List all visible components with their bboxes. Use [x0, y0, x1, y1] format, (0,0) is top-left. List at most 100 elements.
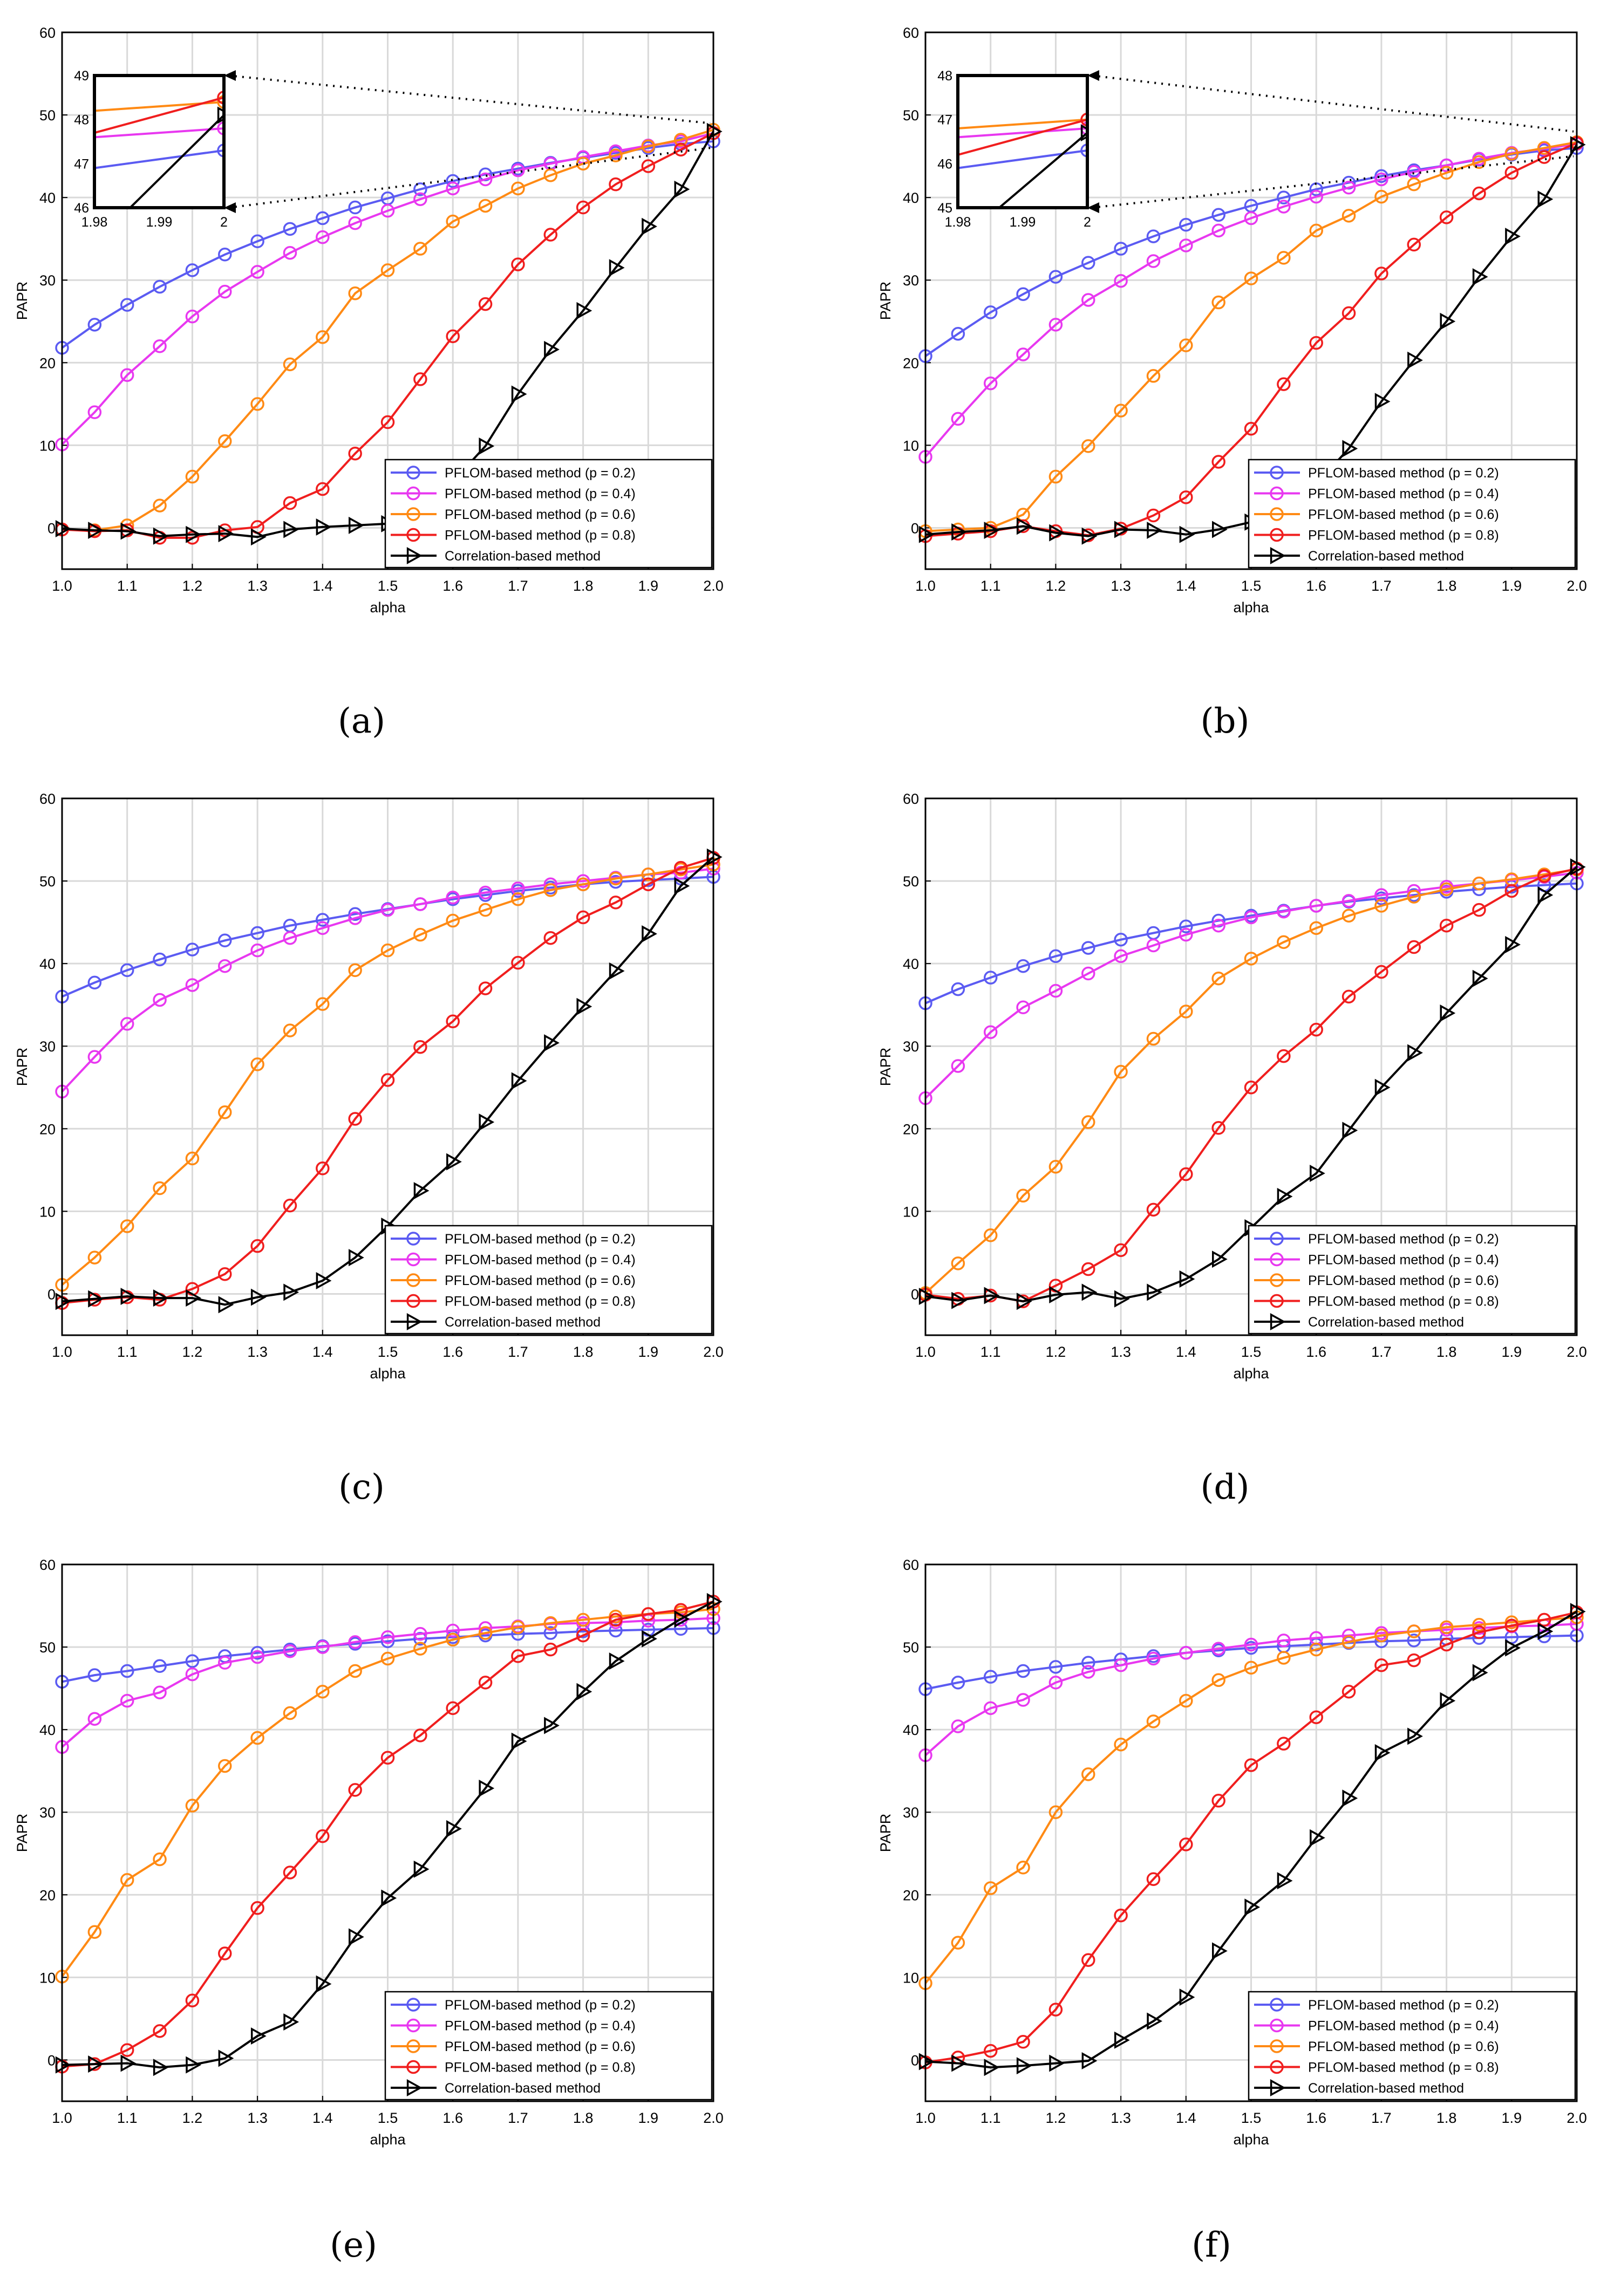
data-point-p08 [1504, 884, 1519, 898]
x-tick-label: 1.9 [638, 578, 659, 594]
inset-y-tick-label: 48 [74, 113, 89, 128]
data-point-p02 [1016, 959, 1030, 973]
data-point-p06 [1211, 971, 1225, 986]
x-tick-label: 1.2 [182, 1344, 203, 1360]
legend: PFLOM-based method (p = 0.2) PFLOM-based … [1248, 1991, 1576, 2101]
data-point-p08 [1439, 1637, 1454, 1652]
legend-label-p04: PFLOM-based method (p = 0.4) [445, 2019, 636, 2034]
data-point-p04 [951, 412, 965, 426]
data-point-p06 [87, 1925, 102, 1939]
data-point-corr [1374, 1078, 1391, 1096]
inset-point-p04 [217, 121, 224, 135]
inset-line-corr [128, 114, 224, 208]
data-point-p08 [1472, 186, 1486, 201]
data-point-p04 [250, 265, 264, 279]
series-line-p02 [62, 1627, 714, 1683]
data-point-corr [576, 997, 593, 1015]
series-line-p06 [925, 141, 1577, 532]
data-point-corr [1342, 1789, 1358, 1807]
data-point-p04 [316, 921, 330, 935]
data-point-p06 [576, 877, 590, 891]
x-tick-label: 1.1 [980, 578, 1001, 594]
data-point-corr [479, 1113, 495, 1131]
legend-marker-p06 [1270, 2039, 1284, 2053]
data-point-p04 [250, 1650, 264, 1664]
data-point-corr [250, 2027, 267, 2045]
data-point-corr [1212, 1250, 1228, 1268]
data-point-p06 [1016, 1861, 1030, 1875]
data-point-p02 [983, 1670, 998, 1684]
y-tick-label: 40 [39, 190, 56, 206]
data-point-p08 [1048, 2003, 1063, 2017]
plot-frame [924, 1563, 1578, 2102]
data-point-corr [576, 1683, 593, 1700]
data-point-p06 [641, 867, 656, 882]
inset-area [958, 76, 1087, 208]
data-point-p04 [380, 203, 395, 218]
y-tick-label: 20 [39, 1887, 56, 1903]
inset-line-p08 [958, 118, 1087, 156]
data-point-corr [951, 523, 967, 541]
y-tick-label: 60 [903, 1557, 919, 1573]
series-line-corr [62, 1601, 714, 2069]
data-point-p06 [1081, 1115, 1095, 1129]
x-tick-label: 1.7 [508, 2110, 528, 2126]
data-point-p08 [218, 1267, 232, 1281]
legend: PFLOM-based method (p = 0.2) PFLOM-based … [384, 459, 713, 569]
inset: 1.98 1.99 2 46 47 48 49 [74, 69, 228, 230]
legend-label-p08: PFLOM-based method (p = 0.8) [1308, 1294, 1499, 1309]
data-point-p04 [1114, 949, 1128, 964]
data-point-p02 [1048, 949, 1063, 964]
data-point-p08 [1016, 2035, 1030, 2049]
data-point-corr [1342, 1122, 1358, 1139]
data-point-p04 [1211, 1642, 1225, 1656]
y-tick-label: 40 [39, 956, 56, 972]
series-line-p08 [62, 857, 714, 1304]
x-tick-label: 1.0 [52, 578, 72, 594]
y-tick-label: 10 [903, 1970, 919, 1986]
legend-marker-p04 [1270, 2018, 1284, 2033]
inset: 1.98 1.99 2 45 46 47 48 [937, 69, 1091, 230]
x-tick-label: 1.6 [1306, 578, 1326, 594]
series-p08 [918, 1605, 1584, 2069]
data-point-p02 [446, 174, 460, 188]
data-point-corr [88, 1290, 104, 1308]
data-point-corr [1342, 440, 1358, 457]
data-point-p04 [283, 931, 297, 945]
data-point-p06 [1048, 469, 1063, 484]
data-point-corr [544, 1717, 560, 1734]
x-tick-label: 1.2 [1046, 1344, 1066, 1360]
data-point-p04 [983, 376, 998, 391]
y-tick-label: 0 [911, 520, 919, 536]
data-point-corr [1407, 1044, 1423, 1062]
data-point-p02 [185, 263, 200, 277]
series-line-corr [925, 1610, 1578, 2069]
legend-marker-p04 [406, 2018, 420, 2033]
data-point-p08 [1244, 1081, 1258, 1095]
data-point-p04 [1374, 172, 1388, 187]
data-point-corr [413, 1182, 430, 1200]
inset-x-tick-label: 1.98 [945, 215, 971, 230]
plot-frame [61, 31, 714, 570]
series-line-p08 [925, 1611, 1577, 2064]
legend-label-p04: PFLOM-based method (p = 0.4) [445, 1253, 636, 1268]
data-point-p06 [413, 1642, 427, 1656]
chart-panel-a: 1.0 1.1 1.2 1.3 1.4 1.5 1.6 1.7 1.8 1.9 2.0 0 10 20 30… [14, 25, 724, 616]
data-point-p02 [153, 1659, 167, 1673]
data-point-p08 [543, 228, 557, 242]
legend-box [384, 459, 713, 569]
data-point-p06 [446, 214, 460, 229]
data-point-corr [1505, 228, 1521, 245]
y-axis-label: PAPR [14, 282, 30, 320]
legend-marker-p02 [406, 1232, 420, 1246]
zoom-arrow-bottom [1087, 202, 1099, 213]
y-tick-label: 30 [39, 1038, 56, 1055]
inset-line-p02 [94, 149, 224, 169]
series-p06 [918, 135, 1584, 538]
data-point-p06 [1472, 155, 1486, 169]
legend-label-p02: PFLOM-based method (p = 0.2) [445, 466, 636, 481]
legend-marker-corr [406, 1313, 423, 1330]
data-point-p06 [1342, 1635, 1356, 1649]
inset-x-tick-label: 1.99 [146, 215, 173, 230]
data-point-p06 [283, 1706, 297, 1720]
